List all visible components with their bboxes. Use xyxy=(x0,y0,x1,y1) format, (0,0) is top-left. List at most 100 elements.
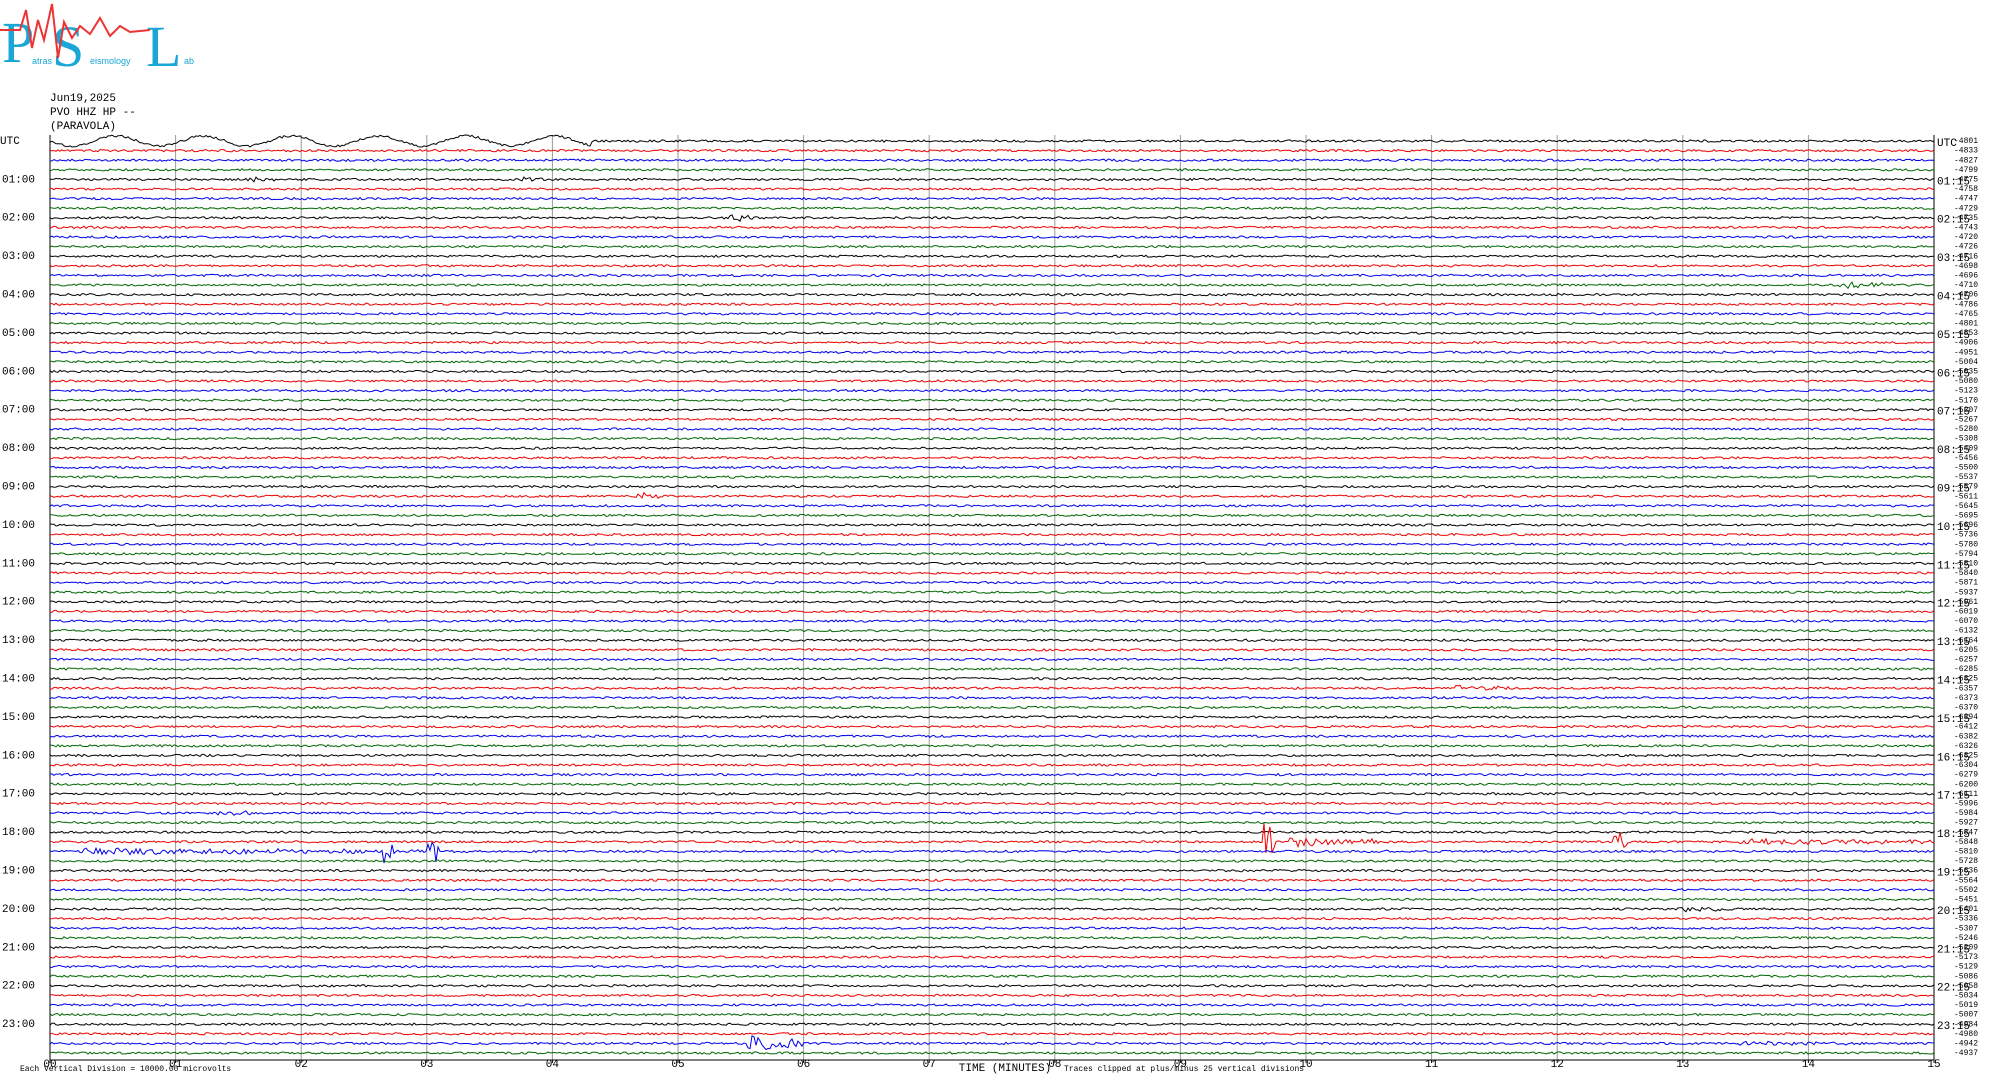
trace xyxy=(49,388,1935,393)
row-offset: -5937 xyxy=(1954,588,1978,597)
trace xyxy=(49,134,1935,148)
right-time-label: 10:15 xyxy=(1937,522,1970,534)
left-time-label: 23:00 xyxy=(2,1019,35,1031)
right-time-label: 23:15 xyxy=(1937,1021,1970,1033)
row-offset: -5537 xyxy=(1954,473,1978,482)
row-offset: -4729 xyxy=(1954,204,1978,213)
x-title: TIME (MINUTES) xyxy=(959,1063,1051,1075)
right-time-label: 02:15 xyxy=(1937,215,1970,227)
trace xyxy=(49,331,1935,335)
trace xyxy=(50,532,1935,537)
row-offset: -4775 xyxy=(1954,176,1978,185)
trace xyxy=(49,542,1935,546)
right-time-label: 20:15 xyxy=(1937,906,1970,918)
trace xyxy=(49,810,1935,816)
row-offset: -4743 xyxy=(1954,224,1978,233)
row-offset: -5736 xyxy=(1954,531,1978,540)
row-offset: -5728 xyxy=(1954,857,1978,866)
row-offset: -5123 xyxy=(1954,387,1978,396)
row-offset: -6070 xyxy=(1954,617,1978,626)
right-time-label: 03:15 xyxy=(1937,253,1970,265)
x-tick-label: 15 xyxy=(1927,1059,1940,1071)
row-offset: -5847 xyxy=(1954,828,1978,837)
row-offset: -5810 xyxy=(1954,560,1978,569)
right-time-label: 14:15 xyxy=(1937,676,1970,688)
right-time-label: 22:15 xyxy=(1937,983,1970,995)
row-offset: -4720 xyxy=(1954,233,1978,242)
row-offset: -5579 xyxy=(1954,483,1978,492)
row-offset: -4747 xyxy=(1954,195,1978,204)
left-time-label: 09:00 xyxy=(2,482,35,494)
trace xyxy=(49,868,1935,873)
trace xyxy=(49,841,1935,864)
trace xyxy=(49,398,1934,402)
x-tick-label: 11 xyxy=(1425,1059,1439,1071)
right-time-label: 15:15 xyxy=(1937,714,1970,726)
trace xyxy=(49,676,1935,681)
trace xyxy=(49,264,1935,268)
x-tick-label: 10 xyxy=(1299,1059,1312,1071)
row-offset: -5267 xyxy=(1954,416,1978,425)
row-offset: -6164 xyxy=(1954,636,1978,645)
row-offset: -4984 xyxy=(1954,1020,1978,1029)
row-offset: -5696 xyxy=(1954,521,1978,530)
x-tick-label: 05 xyxy=(671,1059,684,1071)
trace xyxy=(49,436,1935,441)
right-time-label: 11:15 xyxy=(1937,560,1970,572)
row-offset: -5004 xyxy=(1954,358,1978,367)
row-offset: -6412 xyxy=(1954,723,1978,732)
row-offset: -5246 xyxy=(1954,934,1978,943)
row-offset: -4937 xyxy=(1954,1049,1978,1058)
row-offset: -5035 xyxy=(1954,368,1978,377)
trace xyxy=(49,878,1935,882)
row-offset: -5502 xyxy=(1954,886,1978,895)
left-time-label: 10:00 xyxy=(2,520,35,532)
trace xyxy=(49,906,1935,913)
right-time-label: 09:15 xyxy=(1937,484,1970,496)
trace xyxy=(49,408,1935,412)
row-offset: -4696 xyxy=(1954,272,1978,281)
row-offset: -6394 xyxy=(1954,713,1978,722)
row-offset: -6357 xyxy=(1954,684,1978,693)
x-tick-label: 06 xyxy=(797,1059,810,1071)
trace xyxy=(49,513,1935,518)
logo-letter: L xyxy=(146,14,181,79)
row-offset: -4710 xyxy=(1954,281,1978,290)
row-offset: -6370 xyxy=(1954,704,1978,713)
trace xyxy=(49,743,1935,748)
trace xyxy=(49,176,1935,183)
right-time-label: 01:15 xyxy=(1937,176,1970,188)
row-offset: -5409 xyxy=(1954,444,1978,453)
left-time-label: 16:00 xyxy=(2,750,35,762)
x-tick-label: 13 xyxy=(1676,1059,1689,1071)
row-offset: -4786 xyxy=(1954,300,1978,309)
trace xyxy=(49,628,1935,633)
right-time-label: 12:15 xyxy=(1937,599,1970,611)
row-offset: -5840 xyxy=(1954,569,1978,578)
trace xyxy=(49,964,1935,969)
row-offset: -5007 xyxy=(1954,1011,1978,1020)
row-offset: -5961 xyxy=(1954,598,1978,607)
trace xyxy=(49,859,1935,863)
left-time-label: 05:00 xyxy=(2,328,35,340)
trace xyxy=(49,491,1935,500)
row-offset: -5080 xyxy=(1954,377,1978,386)
logo-wave xyxy=(0,3,151,59)
trace xyxy=(49,281,1935,290)
row-offset: -5500 xyxy=(1954,464,1978,473)
x-tick-label: 00 xyxy=(43,1059,56,1071)
logo-word: eismology xyxy=(90,56,131,66)
x-tick-label: 14 xyxy=(1802,1059,1816,1071)
row-offset: -5636 xyxy=(1954,867,1978,876)
row-offset: -5129 xyxy=(1954,963,1978,972)
row-offset: -5810 xyxy=(1954,848,1978,857)
row-offset: -6132 xyxy=(1954,627,1978,636)
trace xyxy=(49,715,1935,719)
row-offset: -4799 xyxy=(1954,166,1978,175)
left-time-label: 04:00 xyxy=(2,290,35,302)
trace xyxy=(49,684,1935,691)
trace xyxy=(49,772,1935,777)
trace xyxy=(49,667,1935,671)
row-offset: -4735 xyxy=(1954,214,1978,223)
trace xyxy=(50,619,1934,623)
